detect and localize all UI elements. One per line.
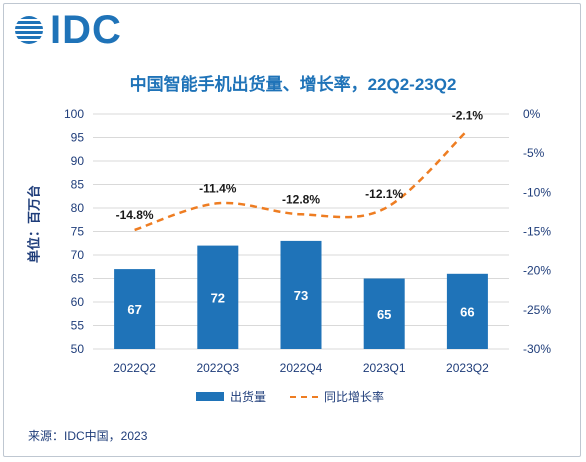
y-left-tick-label: 80 <box>71 201 85 215</box>
y-left-tick-label: 75 <box>71 225 85 239</box>
idc-logo: IDC <box>14 10 122 50</box>
y-right-tick-label: -25% <box>523 303 551 317</box>
y-left-tick-label: 60 <box>71 295 85 309</box>
y-right-tick-label: -10% <box>523 185 551 199</box>
y-left-tick-label: 55 <box>71 319 85 333</box>
x-tick-label: 2022Q3 <box>196 361 239 375</box>
legend: 出货量 同比增长率 <box>196 388 384 405</box>
source-note: 来源：IDC中国，2023 <box>28 429 148 443</box>
growth-value-label: -12.1% <box>365 187 403 201</box>
y-left-tick-label: 95 <box>71 131 85 145</box>
y-right-tick-label: -30% <box>523 342 551 356</box>
legend-bar-swatch <box>196 392 224 401</box>
bar <box>363 278 405 349</box>
bar-value-label: 66 <box>460 304 474 319</box>
y-right-tick-label: -15% <box>523 225 551 239</box>
bar-value-label: 65 <box>377 307 391 322</box>
growth-line <box>134 129 469 232</box>
x-tick-label: 2022Q4 <box>280 361 323 375</box>
bar-value-label: 73 <box>294 288 308 303</box>
y-left-tick-label: 100 <box>64 107 84 121</box>
y-right-tick-label: 0% <box>523 107 541 121</box>
growth-value-label: -2.1% <box>452 108 484 122</box>
x-tick-label: 2022Q2 <box>113 361 156 375</box>
bar <box>280 240 322 349</box>
bar <box>446 273 488 349</box>
y-left-tick-label: 70 <box>71 248 85 262</box>
bar-value-label: 67 <box>127 302 141 317</box>
x-tick-label: 2023Q2 <box>446 361 489 375</box>
globe-stripes-icon <box>15 16 43 44</box>
y-right-tick-label: -5% <box>523 146 545 160</box>
chart-frame <box>3 3 581 457</box>
growth-value-label: -11.4% <box>199 181 237 195</box>
y-left-tick-label: 65 <box>71 272 85 286</box>
legend-line-label: 同比增长率 <box>324 390 385 404</box>
bar-value-label: 72 <box>211 290 225 305</box>
y-left-tick-label: 85 <box>71 178 85 192</box>
legend-bar-label: 出货量 <box>230 390 267 404</box>
bar <box>114 269 156 349</box>
y-right-tick-label: -20% <box>523 264 551 278</box>
y-left-tick-label: 50 <box>71 342 85 356</box>
legend-line-swatch <box>290 395 319 398</box>
bar <box>197 245 239 349</box>
growth-value-label: -14.8% <box>116 208 154 222</box>
growth-value-label: -12.8% <box>282 192 320 206</box>
logo-text: IDC <box>50 8 122 52</box>
x-tick-label: 2023Q1 <box>363 361 406 375</box>
chart-title: 中国智能手机出货量、增长率，22Q2-23Q2 <box>129 75 457 94</box>
y-left-tick-label: 90 <box>71 154 85 168</box>
